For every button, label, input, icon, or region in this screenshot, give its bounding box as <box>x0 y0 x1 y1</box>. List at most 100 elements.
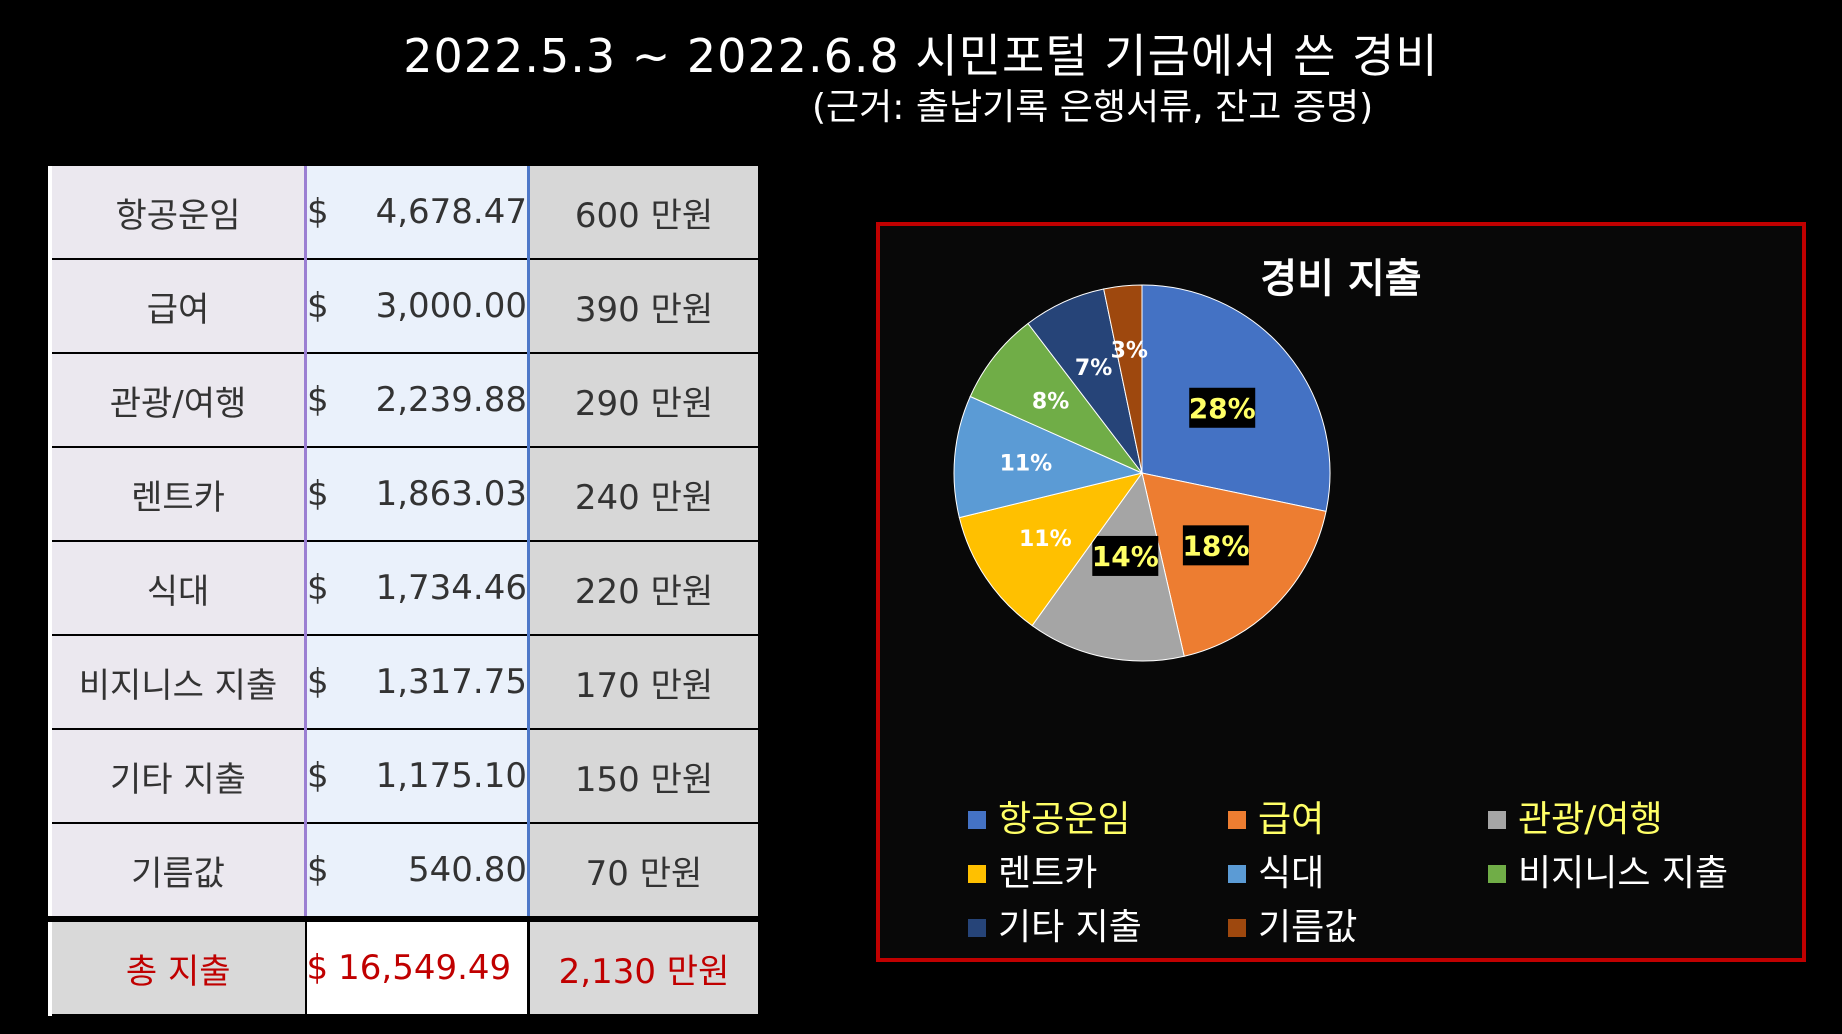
pie-slice-4 <box>953 395 1144 519</box>
legend-item-5: 비지니스 지출 <box>1488 850 1768 898</box>
pie-label-2: 14% <box>1092 540 1159 573</box>
usd-cell: $1,175.10 <box>304 729 530 824</box>
usd-amount: 1,175.10 <box>375 756 527 796</box>
usd-amount: 2,239.88 <box>375 380 527 420</box>
pie-label-4: 11% <box>1000 451 1053 476</box>
page-title: 2022.5.3 ~ 2022.6.8 시민포털 기금에서 쓴 경비 <box>403 29 1439 83</box>
category-cell: 관광/여행 <box>48 353 307 448</box>
legend-swatch <box>1228 865 1246 883</box>
legend-label: 급여 <box>1258 799 1325 840</box>
usd-cell: $1,734.46 <box>304 541 530 636</box>
currency-symbol: $ <box>307 192 329 232</box>
pie-label-box-2 <box>1092 535 1159 576</box>
usd-amount: 1,734.46 <box>375 568 527 608</box>
legend-item-7: 기름값 <box>1228 904 1488 952</box>
legend-swatch <box>968 919 986 937</box>
currency-symbol: $ <box>307 662 329 702</box>
legend-swatch <box>968 865 986 883</box>
legend-label: 항공운임 <box>998 799 1131 840</box>
legend-label: 식대 <box>1258 853 1325 894</box>
category-cell: 기름값 <box>48 823 307 920</box>
krw-cell: 240 만원 <box>527 447 758 542</box>
table-row: 기타 지출 $1,175.10 150 만원 <box>48 729 758 824</box>
pie-slice-7 <box>1103 284 1143 474</box>
pie-label-0: 28% <box>1189 392 1256 425</box>
table-row: 항공운임 $4,678.47 600 만원 <box>48 166 758 260</box>
krw-cell: 290 만원 <box>527 353 758 448</box>
table-row: 관광/여행 $2,239.88 290 만원 <box>48 353 758 448</box>
usd-amount: 540.80 <box>408 850 527 890</box>
pie-chart: 28% 18% 14% 11% 11% 8%7%3% <box>953 284 1331 662</box>
legend-item-4: 식대 <box>1228 850 1488 898</box>
category-cell: 기타 지출 <box>48 729 307 824</box>
krw-cell: 150 만원 <box>527 729 758 824</box>
usd-cell: $16,549.49 <box>305 916 529 1016</box>
currency-symbol: $ <box>307 380 329 420</box>
krw-cell: 2,130 만원 <box>527 916 758 1016</box>
legend-item-6: 기타 지출 <box>968 904 1228 952</box>
usd-amount: 1,863.03 <box>375 474 527 514</box>
pie-label-6: 7% <box>1075 356 1112 381</box>
table-row: 기름값 $540.80 70 만원 <box>48 823 758 920</box>
legend-label: 기름값 <box>1258 907 1358 948</box>
legend-swatch <box>968 811 986 829</box>
page-subtitle: (근거: 출납기록 은행서류, 잔고 증명) <box>812 87 1374 128</box>
krw-cell: 220 만원 <box>527 541 758 636</box>
pie-slice-3 <box>958 472 1144 627</box>
chart-title: 경비 지출 <box>1260 256 1422 302</box>
legend-swatch <box>1228 811 1246 829</box>
usd-amount: 4,678.47 <box>375 192 527 232</box>
category-cell: 렌트카 <box>48 447 307 542</box>
pie-label-box-0 <box>1189 387 1256 428</box>
usd-cell: $2,239.88 <box>304 353 530 448</box>
legend-label: 기타 지출 <box>998 907 1142 948</box>
category-cell: 식대 <box>48 541 307 636</box>
expense-table: 항공운임 $4,678.47 600 만원 급여 $3,000.00 390 만원 관광/여… <box>48 166 758 1016</box>
pie-label-7: 3% <box>1111 338 1148 363</box>
legend-label: 비지니스 지출 <box>1518 853 1729 894</box>
krw-cell: 390 만원 <box>527 259 758 354</box>
currency-symbol: $ <box>307 756 329 796</box>
usd-cell: $4,678.47 <box>304 166 530 260</box>
legend-swatch <box>1488 865 1506 883</box>
krw-cell: 600 만원 <box>527 166 758 260</box>
currency-symbol: $ <box>307 850 329 890</box>
legend-item-3: 렌트카 <box>968 850 1228 898</box>
legend-item-2: 관광/여행 <box>1488 796 1768 844</box>
currency-symbol: $ <box>307 286 329 326</box>
category-cell: 총 지출 <box>48 916 307 1016</box>
legend-item-0: 항공운임 <box>968 796 1228 844</box>
pie-label-3: 11% <box>1019 527 1072 552</box>
legend-label: 렌트카 <box>998 853 1098 894</box>
table-total-row: 총 지출 $16,549.49 2,130 만원 <box>48 916 758 1016</box>
currency-symbol: $ <box>307 474 329 514</box>
pie-label-box-1 <box>1182 525 1249 566</box>
table-row: 렌트카 $1,863.03 240 만원 <box>48 447 758 542</box>
pie-label-5: 8% <box>1032 390 1069 415</box>
category-cell: 항공운임 <box>48 166 307 260</box>
pie-slice-5 <box>969 322 1143 474</box>
table-row: 급여 $3,000.00 390 만원 <box>48 259 758 354</box>
krw-cell: 170 만원 <box>527 635 758 730</box>
category-cell: 비지니스 지출 <box>48 635 307 730</box>
legend-swatch <box>1228 919 1246 937</box>
pie-label-1: 18% <box>1182 529 1249 562</box>
usd-cell: $1,317.75 <box>304 635 530 730</box>
usd-amount: 1,317.75 <box>375 662 527 702</box>
table-row: 비지니스 지출 $1,317.75 170 만원 <box>48 635 758 730</box>
usd-cell: $1,863.03 <box>304 447 530 542</box>
table-row: 식대 $1,734.46 220 만원 <box>48 541 758 636</box>
legend-label: 관광/여행 <box>1518 799 1663 840</box>
krw-cell: 70 만원 <box>527 823 758 920</box>
usd-cell: $3,000.00 <box>304 259 530 354</box>
legend-item-1: 급여 <box>1228 796 1488 844</box>
usd-amount: 16,549.49 <box>338 948 512 988</box>
currency-symbol: $ <box>307 568 329 608</box>
legend-swatch <box>1488 811 1506 829</box>
usd-cell: $540.80 <box>304 823 530 920</box>
category-cell: 급여 <box>48 259 307 354</box>
currency-symbol: $ <box>306 948 329 988</box>
usd-amount: 3,000.00 <box>375 286 527 326</box>
